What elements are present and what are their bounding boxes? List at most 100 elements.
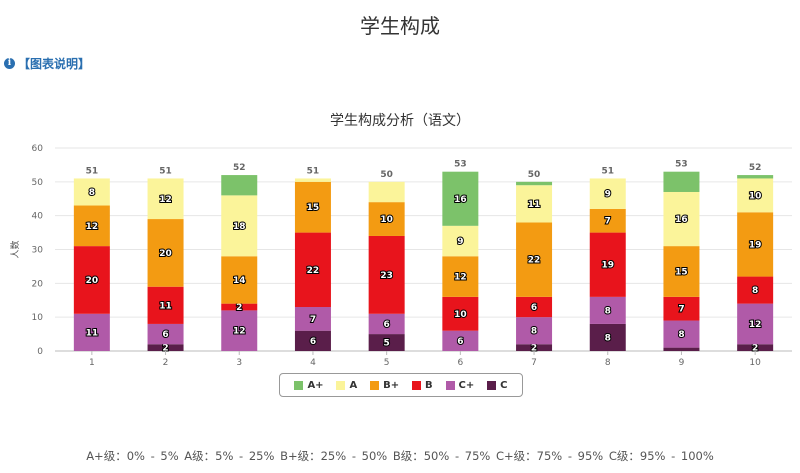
data-label: 7 [310, 315, 316, 325]
data-label: 15 [307, 203, 320, 213]
bar-segment-b-plus [147, 219, 184, 287]
legend-swatch-c-plus [445, 380, 455, 390]
legend-item-a[interactable]: A [336, 380, 357, 391]
bar-segment-c-plus [73, 313, 110, 351]
data-label: 9 [605, 190, 611, 200]
total-label: 53 [675, 160, 688, 170]
data-label: 10 [380, 215, 393, 225]
y-tick-label: 50 [32, 178, 44, 188]
bar-segment-b-plus [368, 202, 405, 236]
bar-segment-a [589, 178, 626, 209]
y-tick-label: 20 [32, 279, 44, 289]
legend-item-b-plus[interactable]: B+ [370, 380, 399, 391]
legend-item-c-plus[interactable]: C+ [445, 379, 475, 391]
legend-label-b-plus: B+ [383, 379, 400, 391]
data-label: 23 [380, 271, 393, 281]
bar-segment-c-plus [294, 307, 331, 331]
data-label: 8 [678, 330, 684, 340]
data-label: 6 [531, 303, 537, 313]
x-tick-label: 2 [163, 358, 169, 368]
data-label: 10 [749, 191, 762, 201]
legend-swatch-a-plus [294, 380, 304, 390]
data-label: 12 [159, 195, 172, 205]
bar-segment-a [73, 178, 110, 206]
bar-segment-b-plus [442, 256, 479, 297]
bar-segment-c-plus [442, 330, 479, 351]
total-label: 50 [380, 170, 393, 180]
bar-segment-c-plus [368, 313, 405, 335]
chart-title: 学生构成分析（语文） [330, 113, 470, 129]
total-label: 53 [454, 160, 467, 170]
bar-segment-c [516, 344, 553, 351]
page-title: 学生构成 [360, 14, 440, 38]
bar-segment-a [147, 178, 184, 220]
x-tick-label: 10 [749, 358, 761, 368]
legend-item-b[interactable]: B [412, 380, 433, 391]
data-label: 18 [233, 222, 246, 232]
y-tick-label: 60 [32, 144, 44, 154]
data-label: 19 [601, 261, 614, 271]
grade-range-note: A+级：0% - 5% A级：5% - 25% B+级：25% - 50% B级… [86, 449, 714, 463]
data-label: 6 [162, 330, 168, 340]
data-label: 6 [457, 337, 463, 347]
legend-label-a: A [349, 379, 358, 391]
y-tick-label: 10 [32, 313, 44, 323]
total-label: 50 [528, 170, 541, 180]
data-label: 10 [454, 310, 467, 320]
bar-segment-c [368, 334, 405, 351]
bar-segment-c [147, 344, 184, 351]
data-label: 16 [454, 195, 467, 205]
total-label: 51 [601, 166, 614, 176]
x-tick-label: 5 [384, 358, 390, 368]
bar-segment-a [221, 195, 258, 257]
data-label: 8 [605, 306, 611, 316]
stacked-bar-chart: 学生构成分析（语文）人数0102030405060112012851126112… [9, 113, 792, 368]
bar-segment-b [368, 235, 405, 314]
legend-label-b: B [425, 379, 433, 391]
data-label: 2 [752, 344, 758, 354]
data-label: 8 [531, 327, 537, 337]
bar-segment-b [73, 246, 110, 314]
bar-segment-b [737, 276, 774, 304]
bar-segment-b-plus [737, 212, 774, 277]
bar-segment-a-plus [737, 175, 774, 179]
chart-explain-label[interactable]: 【图表说明】 [18, 57, 91, 71]
data-label: 12 [86, 222, 99, 232]
bar-segment-b [516, 296, 553, 318]
bar-segment-b-plus [589, 208, 626, 233]
bar-segment-c-plus [589, 296, 626, 324]
data-label: 20 [86, 276, 99, 286]
x-tick-label: 3 [236, 358, 242, 368]
x-tick-label: 4 [310, 358, 316, 368]
data-label: 11 [86, 328, 99, 338]
y-axis-label: 人数 [9, 240, 21, 258]
legend-swatch-b [412, 380, 421, 390]
bar-segment-b-plus [221, 256, 258, 304]
legend-label-c-plus: C+ [458, 379, 475, 391]
bar-segment-b-plus [73, 205, 110, 247]
total-label: 51 [159, 166, 172, 176]
x-tick-label: 8 [605, 358, 611, 368]
legend-item-c[interactable]: C [487, 380, 507, 391]
bar-segment-a-plus [663, 171, 700, 192]
legend-item-a-plus[interactable]: A+ [294, 380, 324, 391]
y-tick-label: 40 [32, 212, 44, 222]
data-label: 19 [749, 240, 762, 250]
chart-explain-link[interactable]: i 【图表说明】 [4, 55, 90, 72]
legend-swatch-a [336, 380, 346, 390]
bar-segment-b [147, 286, 184, 324]
bar-segment-c [663, 347, 700, 351]
bar-segment-b [294, 232, 331, 308]
bar-segment-a [294, 178, 331, 182]
bar-segment-c [737, 344, 774, 351]
bar-segment-c-plus [663, 320, 700, 348]
chart-legend: A+ A B+ B C+ C [279, 373, 523, 397]
data-label: 6 [384, 320, 390, 330]
y-tick-label: 0 [37, 347, 43, 357]
bar-segment-b-plus [294, 181, 331, 233]
data-label: 14 [233, 276, 246, 286]
bar-segment-c [589, 323, 626, 351]
data-label: 16 [675, 215, 688, 225]
bar-segment-a-plus [442, 171, 479, 226]
data-label: 8 [605, 333, 611, 343]
